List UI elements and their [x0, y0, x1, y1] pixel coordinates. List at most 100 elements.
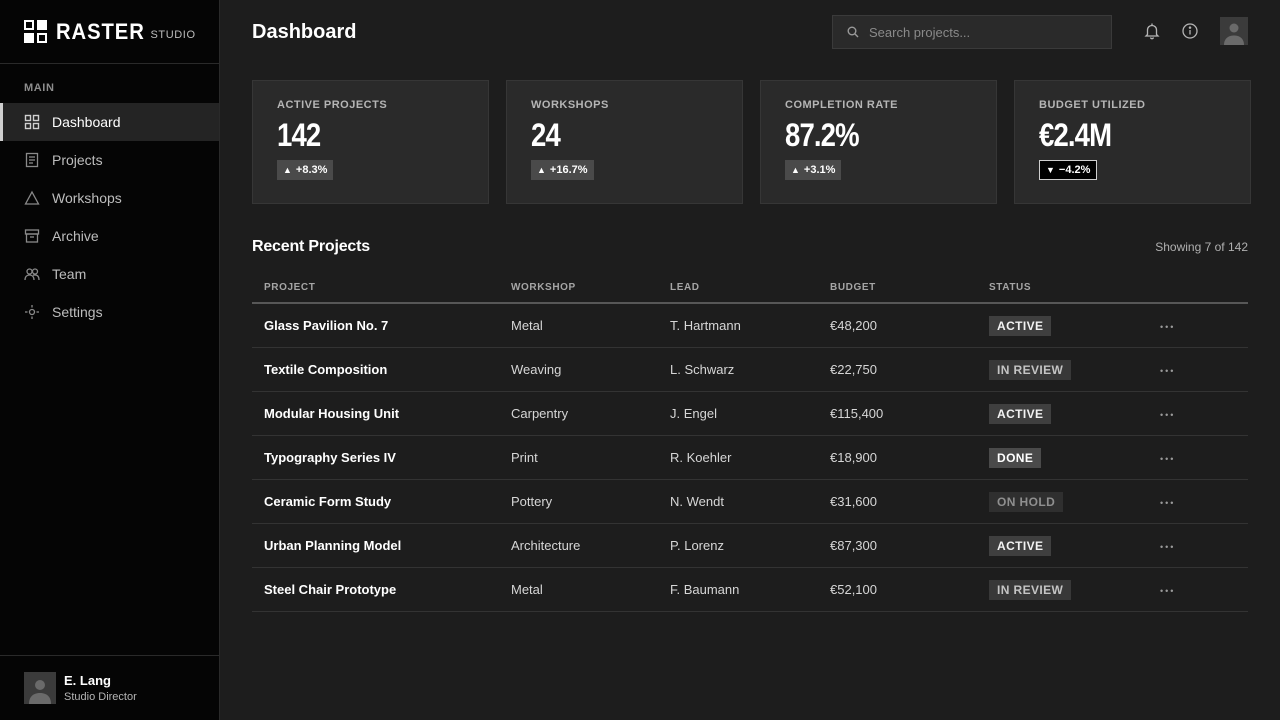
lead-cell: L. Schwarz: [670, 362, 735, 377]
trend-badge: ▼ −4.2%: [1039, 160, 1098, 180]
brand: RASTER STUDIO: [0, 0, 219, 64]
page-title: Dashboard: [252, 20, 357, 43]
arrow-down-icon: ▼: [1046, 165, 1055, 175]
lead-cell: T. Hartmann: [670, 318, 741, 333]
lead-cell: F. Baumann: [670, 582, 740, 597]
results-count: Showing 7 of 142: [1155, 240, 1248, 254]
sidebar-item-team[interactable]: Team: [0, 255, 219, 293]
status-badge: IN REVIEW: [989, 359, 1072, 380]
stat-label: BUDGET UTILIZED: [1039, 99, 1146, 111]
arrow-up-icon: ▲: [283, 165, 292, 175]
sidebar-item-label: Workshops: [52, 190, 122, 206]
sidebar-item-settings[interactable]: Settings: [0, 293, 219, 331]
project-name: Urban Planning Model: [264, 538, 402, 553]
section-title: Recent Projects: [252, 238, 370, 255]
stat-label: WORKSHOPS: [531, 99, 609, 111]
table-row[interactable]: Glass Pavilion No. 7 Metal T. Hartmann €48,…: [252, 304, 1248, 348]
stat-card-completion-rate: COMPLETION RATE 87.2% ▲ +3.1%: [760, 80, 997, 204]
stat-value: €2.4M: [1039, 117, 1112, 153]
project-name: Modular Housing Unit: [264, 406, 400, 421]
status-badge: IN REVIEW: [989, 579, 1072, 600]
sidebar-item-label: Settings: [52, 304, 103, 320]
status-badge: ACTIVE: [989, 315, 1052, 336]
project-name: Typography Series IV: [264, 450, 396, 465]
stats-cards: ACTIVE PROJECTS 142 ▲ +8.3% WORKSHOPS 24 …: [252, 80, 1251, 204]
project-name: Glass Pavilion No. 7: [264, 318, 389, 333]
lead-cell: R. Koehler: [670, 450, 732, 465]
main-content: Dashboard ACTIVE PROJECTS 142 ▲+8.3% WOR…: [220, 0, 1280, 720]
more-options-icon[interactable]: •••: [1160, 586, 1176, 596]
raster-logo-icon: [24, 19, 48, 44]
sidebar-item-projects[interactable]: Projects: [0, 141, 219, 179]
budget-cell: €48,200: [830, 318, 877, 333]
budget-cell: €52,100: [830, 582, 877, 597]
more-options-icon[interactable]: •••: [1160, 498, 1176, 508]
workshop-cell: Metal: [511, 582, 543, 597]
stat-card-active-projects: ACTIVE PROJECTS 142 ▲ +8.3%: [252, 80, 489, 204]
trend-badge: ▲ +8.3%: [277, 160, 334, 180]
arrow-up-icon: ▲: [791, 165, 800, 175]
status-badge: DONE: [989, 447, 1042, 468]
stat-value: 87.2%: [785, 117, 860, 153]
current-user[interactable]: E. Lang Studio Director: [0, 655, 219, 720]
search-input[interactable]: [869, 24, 1099, 40]
trend-badge: ▲ +16.7%: [531, 160, 594, 180]
more-options-icon[interactable]: •••: [1160, 366, 1176, 376]
column-header[interactable]: WORKSHOP: [511, 281, 576, 293]
column-header[interactable]: STATUS: [989, 281, 1032, 293]
budget-cell: €87,300: [830, 538, 877, 553]
more-options-icon[interactable]: •••: [1160, 542, 1176, 552]
info-icon[interactable]: [1181, 22, 1199, 40]
sidebar-item-workshops[interactable]: Workshops: [0, 179, 219, 217]
stat-card-budget-utilized: BUDGET UTILIZED €2.4M ▼ −4.2%: [1014, 80, 1251, 204]
lead-cell: N. Wendt: [670, 494, 724, 509]
search-box[interactable]: [832, 15, 1112, 49]
person-icon: [29, 680, 51, 704]
avatar: [24, 672, 56, 704]
column-header[interactable]: LEAD: [670, 281, 700, 293]
status-badge: ACTIVE: [989, 535, 1052, 556]
stat-card-workshops: WORKSHOPS 24 ▲ +16.7%: [506, 80, 743, 204]
more-options-icon[interactable]: •••: [1160, 410, 1176, 420]
table-row[interactable]: Textile Composition Weaving L. Schwarz €22,…: [252, 348, 1248, 392]
column-header[interactable]: BUDGET: [830, 281, 876, 293]
stat-value: 142: [277, 117, 321, 153]
workshop-cell: Architecture: [511, 538, 581, 553]
table-body: Glass Pavilion No. 7 Metal T. Hartmann €48,…: [252, 304, 1248, 612]
stat-value: 24: [531, 117, 561, 153]
stat-label: ACTIVE PROJECTS: [277, 99, 388, 111]
sidebar-item-dashboard[interactable]: Dashboard: [0, 103, 219, 141]
person-icon: [1224, 23, 1244, 45]
archive-box-icon: [24, 228, 40, 244]
budget-cell: €31,600: [830, 494, 877, 509]
budget-cell: €22,750: [830, 362, 877, 377]
more-options-icon[interactable]: •••: [1160, 322, 1176, 332]
status-badge: ACTIVE: [989, 403, 1052, 424]
column-header[interactable]: PROJECT: [264, 281, 316, 293]
search-icon: [847, 26, 859, 38]
workshop-cell: Print: [511, 450, 538, 465]
header-avatar[interactable]: [1220, 17, 1248, 45]
table-header: PROJECT WORKSHOP LEAD BUDGET STATUS: [252, 272, 1248, 304]
gear-icon: [24, 304, 40, 320]
more-options-icon[interactable]: •••: [1160, 454, 1176, 464]
table-row[interactable]: Typography Series IV Print R. Koehler €18,9…: [252, 436, 1248, 480]
users-icon: [24, 266, 40, 282]
table-row[interactable]: Ceramic Form Study Pottery N. Wendt €31,600…: [252, 480, 1248, 524]
sidebar-item-label: Team: [52, 266, 87, 282]
sidebar: RASTER STUDIO MAIN Dashboard Projects Wo…: [0, 0, 220, 720]
sidebar-item-label: Archive: [52, 228, 99, 244]
topbar: Dashboard: [220, 0, 1280, 64]
table-row[interactable]: Urban Planning Model Architecture P. Loren…: [252, 524, 1248, 568]
lead-cell: J. Engel: [670, 406, 717, 421]
table-row[interactable]: Modular Housing Unit Carpentry J. Engel €11…: [252, 392, 1248, 436]
status-badge: ON HOLD: [989, 491, 1064, 512]
notifications-bell-icon[interactable]: [1143, 22, 1161, 40]
brand-sub: STUDIO: [150, 28, 196, 41]
project-name: Ceramic Form Study: [264, 494, 392, 509]
arrow-up-icon: ▲: [537, 165, 546, 175]
workshop-cell: Weaving: [511, 362, 562, 377]
sidebar-item-archive[interactable]: Archive: [0, 217, 219, 255]
table-row[interactable]: Steel Chair Prototype Metal F. Baumann €52,…: [252, 568, 1248, 612]
